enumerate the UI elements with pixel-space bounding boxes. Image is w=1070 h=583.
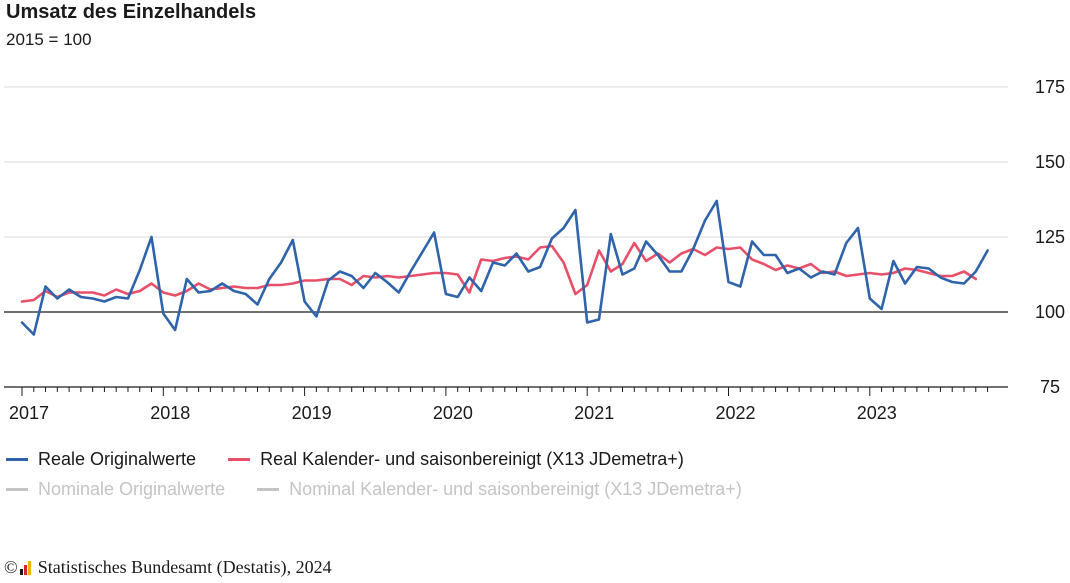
legend-swatch-nominal-original [6,488,28,491]
legend-swatch-real-adjusted [228,458,251,461]
legend-item-real-adjusted[interactable]: Real Kalender- und saisonbereinigt (X13 … [228,449,684,470]
x-tick-label-2022: 2022 [715,403,755,423]
y-tick-label-75: 75 [1040,377,1060,397]
chart-title: Umsatz des Einzelhandels [6,1,257,23]
y-tick-label-175: 175 [1035,77,1065,97]
source-text: Statistisches Bundesamt (Destatis), 2024 [37,557,332,577]
series-line-real-original [20,199,989,336]
legend-swatch-real-original [6,458,28,461]
x-tick-label-2023: 2023 [857,403,897,423]
legend-item-nominal-adjusted[interactable]: Nominal Kalender- und saisonbereinigt (X… [257,479,742,500]
destatis-logo-icon [19,560,32,575]
legend-item-nominal-original[interactable]: Nominale Originalwerte [6,479,225,500]
legend-row-inactive: Nominale Originalwerte Nominal Kalender-… [6,479,774,500]
y-tick-label-125: 125 [1035,227,1065,247]
legend-label-real-original: Reale Originalwerte [38,449,197,469]
x-tick-label-2017: 2017 [9,403,49,423]
legend-label-nominal-adjusted: Nominal Kalender- und saisonbereinigt (X… [289,479,742,499]
x-tick-label-2021: 2021 [574,403,614,423]
y-tick-label-150: 150 [1035,152,1065,172]
copyright-symbol: © [4,557,18,577]
legend-label-nominal-original: Nominale Originalwerte [38,479,226,499]
x-tick-label-2020: 2020 [433,403,473,423]
legend-label-real-adjusted: Real Kalender- und saisonbereinigt (X13 … [260,449,684,469]
chart-subtitle: 2015 = 100 [6,30,92,49]
x-tick-label-2018: 2018 [150,403,190,423]
source-footer: © Statistisches Bundesamt (Destatis), 20… [4,557,332,578]
legend-swatch-nominal-adjusted [257,488,280,491]
line-chart: 75 100 125 150 175 2017 2018 2019 2020 2021 2022 20… [4,77,1065,423]
y-tick-label-100: 100 [1035,302,1065,322]
legend-row-active: Reale Originalwerte Real Kalender- und s… [6,449,716,470]
x-tick-label-2019: 2019 [292,403,332,423]
legend-item-real-original[interactable]: Reale Originalwerte [6,449,196,470]
series-line-real-adjusted [20,241,978,303]
